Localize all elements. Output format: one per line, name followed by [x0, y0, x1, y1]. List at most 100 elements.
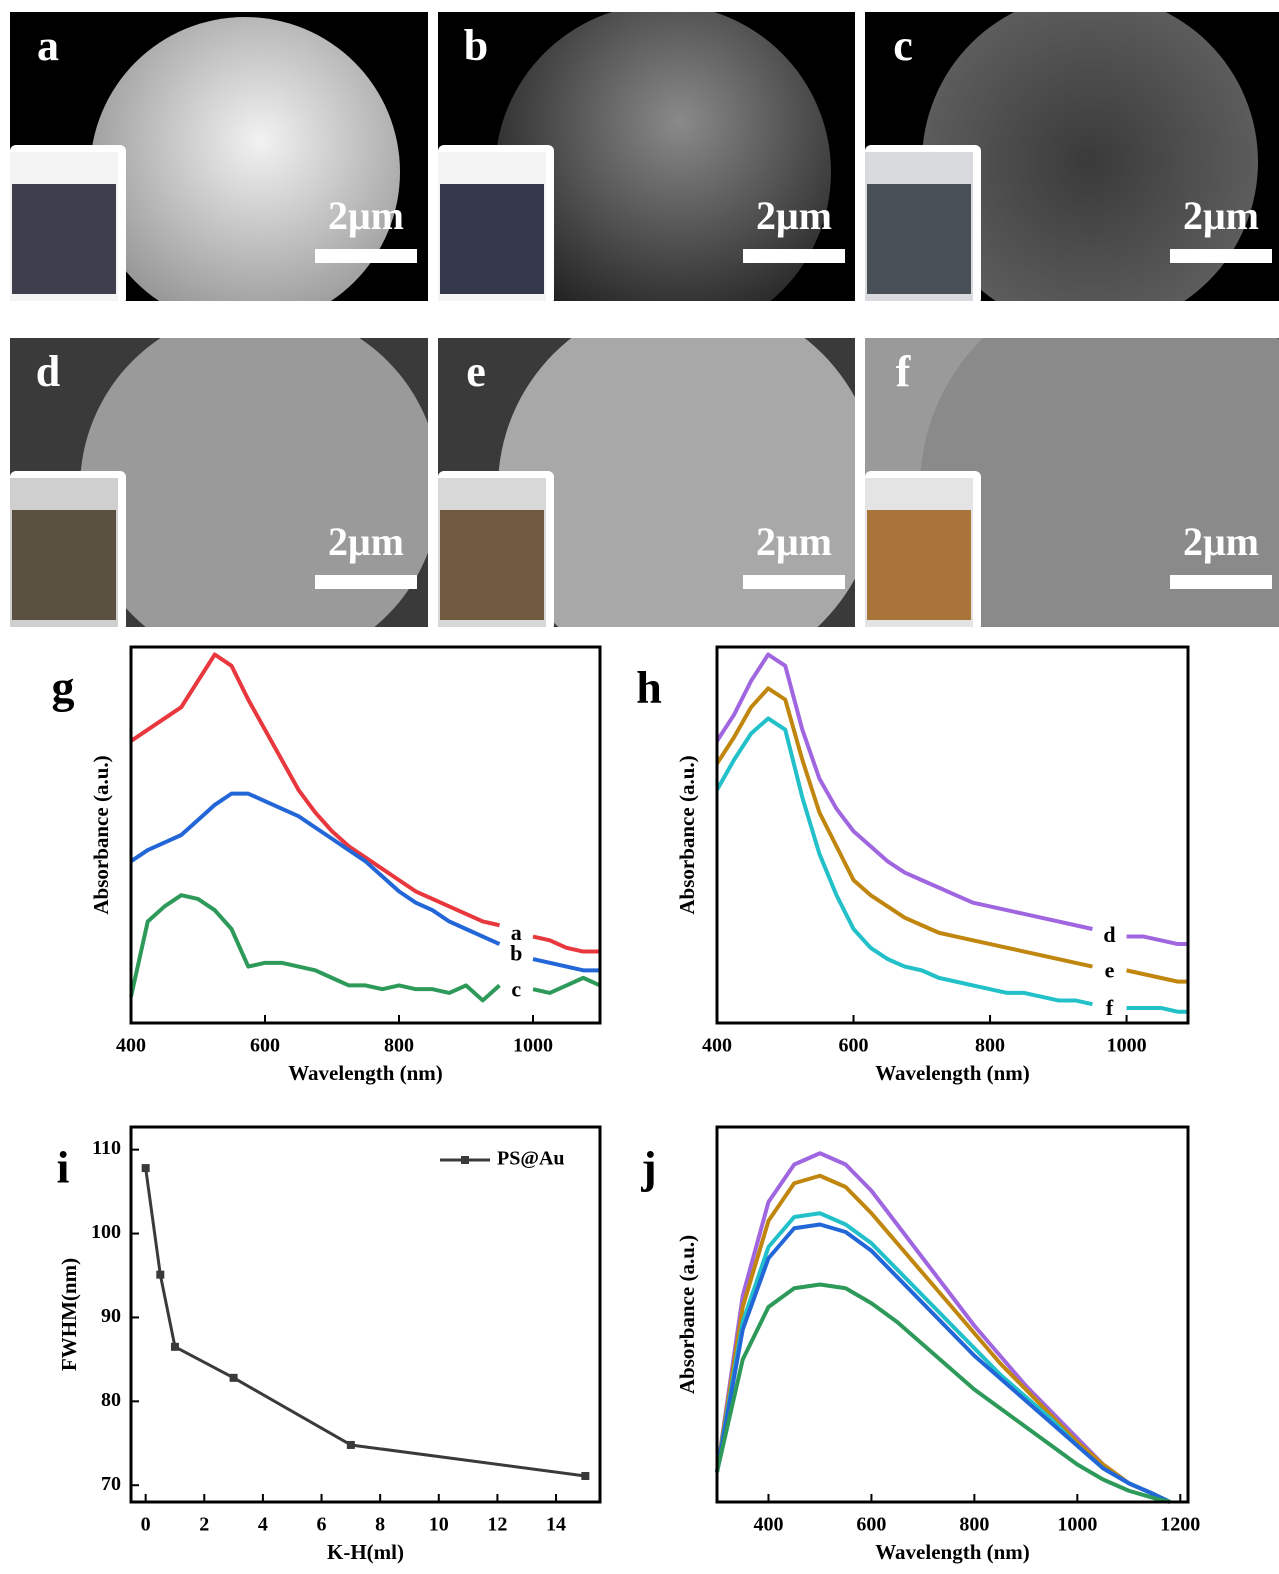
scale-bar-label: 2μm — [756, 193, 832, 238]
image-panel: a 2μm — [10, 12, 428, 327]
series-line — [533, 959, 600, 970]
image-panel: d 2μm — [10, 308, 440, 668]
series-line — [533, 978, 600, 993]
x-axis-label: K-H(ml) — [327, 1540, 404, 1564]
inset-sample — [867, 184, 971, 294]
panel-label: e — [466, 347, 486, 396]
x-tick-label: 800 — [384, 1035, 414, 1057]
series-line — [146, 1168, 586, 1476]
panel-label: d — [36, 347, 60, 396]
x-tick-label: 400 — [116, 1035, 146, 1057]
image-panel: b 2μm — [438, 4, 855, 340]
sphere — [90, 17, 400, 327]
scale-bar — [315, 249, 417, 263]
marker — [581, 1472, 589, 1480]
scale-bar — [1170, 249, 1272, 263]
panel-label: h — [636, 662, 662, 713]
series-line — [717, 688, 1092, 966]
scale-bar-label: 2μm — [1183, 519, 1259, 564]
sphere — [80, 308, 440, 668]
legend-label: PS@Au — [497, 1148, 565, 1170]
series-label: c — [511, 976, 521, 1001]
series-label: b — [510, 941, 522, 966]
x-axis-label: Wavelength (nm) — [875, 1061, 1030, 1085]
x-axis-label: Wavelength (nm) — [288, 1061, 443, 1085]
x-tick-label: 4 — [258, 1514, 268, 1536]
y-tick-label: 90 — [101, 1305, 121, 1327]
panel-label: f — [896, 347, 912, 396]
scale-bar — [743, 249, 845, 263]
marker — [142, 1164, 150, 1172]
x-tick-label: 0 — [141, 1514, 151, 1536]
y-axis-label: FWHM(nm) — [57, 1258, 81, 1371]
y-axis-label: Absorbance (a.u.) — [89, 755, 113, 914]
legend-marker — [461, 1156, 469, 1164]
x-tick-label: 14 — [546, 1514, 566, 1536]
plot-frame — [131, 647, 600, 1023]
panel-label: g — [52, 662, 75, 713]
x-tick-label: 10 — [429, 1514, 449, 1536]
scale-bar-label: 2μm — [328, 193, 404, 238]
image-panel: c 2μm — [865, 0, 1279, 330]
inset-sample — [440, 184, 544, 294]
y-tick-label: 80 — [101, 1389, 121, 1411]
x-tick-label: 12 — [487, 1514, 507, 1536]
marker — [230, 1374, 238, 1382]
series-label: f — [1106, 995, 1114, 1020]
series-line — [717, 655, 1092, 929]
x-tick-label: 1200 — [1160, 1514, 1200, 1536]
series-line — [131, 794, 500, 944]
scale-bar-label: 2μm — [328, 519, 404, 564]
figure: a2μmb2μmc2μmd2μme2μmf2μmabc4006008001000… — [0, 0, 1279, 1574]
scale-bar-label: 2μm — [756, 519, 832, 564]
inset-sample — [12, 184, 116, 294]
series-line — [717, 1153, 1170, 1502]
inset-sample — [867, 510, 971, 620]
y-axis-label: Absorbance (a.u.) — [675, 1235, 699, 1394]
x-tick-label: 400 — [753, 1514, 783, 1536]
plot-frame — [717, 1127, 1188, 1502]
series-line — [717, 1176, 1170, 1502]
panel-label: j — [640, 1142, 656, 1193]
x-tick-label: 400 — [702, 1035, 732, 1057]
page: {"image_panels": [ {"label": "a", "scale… — [0, 0, 1279, 1574]
panel-label: a — [37, 21, 59, 70]
panel-label: b — [464, 21, 488, 70]
x-tick-label: 600 — [839, 1035, 869, 1057]
x-tick-label: 800 — [975, 1035, 1005, 1057]
inset-sample — [440, 510, 544, 620]
x-tick-label: 6 — [317, 1514, 327, 1536]
sphere — [498, 298, 878, 678]
y-axis-label: Absorbance (a.u.) — [675, 755, 699, 914]
panel-label: c — [893, 21, 913, 70]
y-tick-label: 110 — [92, 1137, 121, 1159]
series-line — [1127, 937, 1188, 945]
x-tick-label: 600 — [250, 1035, 280, 1057]
y-tick-label: 100 — [91, 1221, 121, 1243]
series-line — [717, 718, 1092, 1004]
scale-bar — [1170, 575, 1272, 589]
series-label: d — [1103, 922, 1115, 947]
scale-bar — [315, 575, 417, 589]
x-tick-label: 8 — [375, 1514, 385, 1536]
panel-label: i — [57, 1142, 70, 1193]
x-tick-label: 600 — [856, 1514, 886, 1536]
series-line — [533, 937, 600, 952]
scale-bar-label: 2μm — [1183, 193, 1259, 238]
scale-bar — [743, 575, 845, 589]
marker — [171, 1343, 179, 1351]
series-line — [1127, 970, 1188, 981]
marker — [347, 1441, 355, 1449]
series-label: e — [1105, 958, 1115, 983]
series-line — [1127, 1008, 1188, 1012]
x-tick-label: 800 — [959, 1514, 989, 1536]
series-line — [717, 1213, 1170, 1502]
marker — [156, 1271, 164, 1279]
x-tick-label: 1000 — [1107, 1035, 1147, 1057]
inset-sample — [12, 510, 116, 620]
y-tick-label: 70 — [101, 1473, 121, 1495]
x-tick-label: 1000 — [1057, 1514, 1097, 1536]
x-tick-label: 1000 — [513, 1035, 553, 1057]
x-tick-label: 2 — [199, 1514, 209, 1536]
series-line — [131, 895, 500, 1000]
